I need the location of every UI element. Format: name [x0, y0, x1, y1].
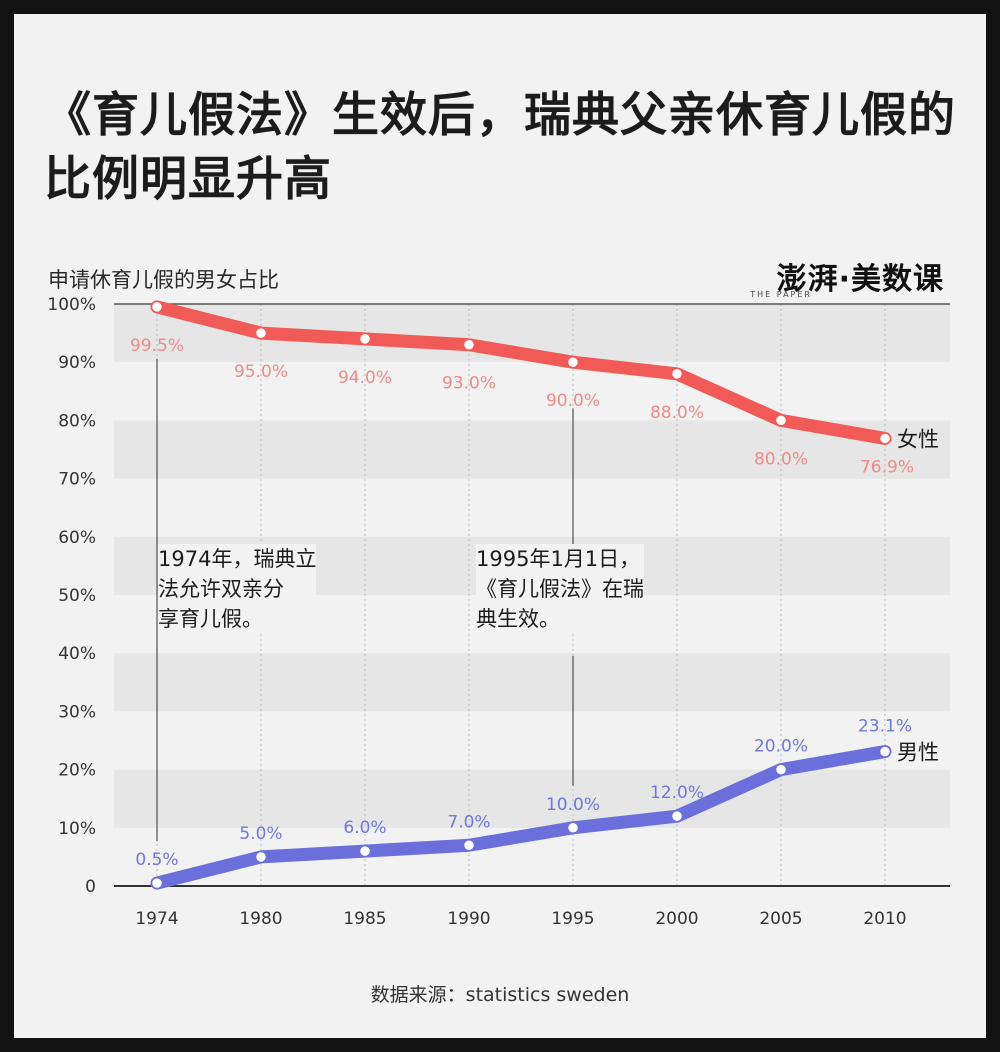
data-label: 94.0%: [338, 368, 392, 388]
y-tick-label: 70%: [58, 470, 96, 490]
data-point: [878, 745, 892, 758]
x-tick-label: 2000: [655, 909, 698, 929]
data-point: [566, 355, 580, 369]
data-label: 0.5%: [135, 850, 178, 870]
data-label: 80.0%: [754, 449, 808, 469]
brand-logo-subtext: THE PAPER: [750, 290, 812, 299]
series-line-male: [150, 745, 892, 890]
data-point: [254, 326, 268, 340]
series-name-male: 男性: [897, 741, 939, 765]
data-label: 5.0%: [239, 824, 282, 844]
data-point: [462, 338, 476, 351]
data-label: 95.0%: [234, 362, 288, 382]
data-point: [150, 876, 164, 890]
data-point: [150, 300, 164, 314]
series-name-female: 女性: [897, 427, 939, 451]
data-point: [774, 414, 788, 427]
x-tick-label: 2005: [759, 909, 802, 929]
x-tick-label: 1990: [447, 909, 490, 929]
data-point: [462, 839, 476, 852]
data-label: 10.0%: [546, 795, 600, 815]
chart-title: 《育儿假法》生效后，瑞典父亲休育儿假的比例明显升高: [44, 88, 956, 207]
data-label: 93.0%: [442, 374, 496, 394]
x-axis-ticks: 1974 1980 1985 1990 1995 2000 2005 2010: [135, 909, 906, 929]
data-point: [670, 367, 684, 381]
brand-logo: 澎湃·美数课: [776, 262, 944, 297]
chart-subtitle: 申请休育儿假的男女占比: [48, 268, 279, 292]
data-label: 6.0%: [343, 818, 386, 838]
x-tick-label: 1985: [343, 909, 386, 929]
y-tick-label: 60%: [58, 528, 96, 548]
data-label: 23.1%: [858, 717, 912, 737]
x-tick-label: 1980: [239, 909, 282, 929]
data-label: 99.5%: [130, 336, 184, 356]
data-point: [566, 821, 580, 835]
line-chart: 0 10% 20% 30% 40% 50% 60% 70% 80% 90% 100% 1974 198…: [47, 295, 950, 929]
series-lines: [150, 300, 892, 890]
data-label: 90.0%: [546, 391, 600, 411]
data-point: [358, 844, 372, 858]
y-tick-label: 80%: [58, 411, 96, 431]
y-tick-label: 0: [85, 877, 96, 897]
y-tick-label: 90%: [58, 353, 96, 373]
x-tick-label: 1995: [551, 909, 594, 929]
y-axis-ticks: 0 10% 20% 30% 40% 50% 60% 70% 80% 90% 100%: [47, 295, 96, 897]
data-point: [254, 850, 268, 864]
y-tick-label: 50%: [58, 586, 96, 606]
y-tick-label: 30%: [58, 702, 96, 722]
data-label: 76.9%: [860, 457, 914, 477]
grid-band: [114, 653, 950, 712]
data-label: 88.0%: [650, 403, 704, 423]
x-tick-label: 1974: [135, 909, 178, 929]
data-labels: 99.5% 95.0% 94.0% 93.0% 90.0% 88.0% 80.0% 76.9%…: [130, 336, 914, 870]
data-point: [670, 809, 684, 823]
y-tick-label: 40%: [58, 644, 96, 664]
y-tick-label: 10%: [58, 819, 96, 839]
data-label: 12.0%: [650, 783, 704, 803]
annotation-1995: 1995年1月1日， 《育儿假法》在瑞 典生效。: [476, 544, 644, 634]
data-label: 7.0%: [447, 812, 490, 832]
data-point: [774, 763, 788, 776]
annotation-lines: [156, 358, 574, 842]
series-line-female: [150, 300, 892, 445]
grid-band: [114, 769, 950, 828]
y-tick-label: 20%: [58, 761, 96, 781]
data-source: 数据来源：statistics sweden: [370, 984, 630, 1006]
data-point: [878, 432, 892, 445]
annotation-1974: 1974年，瑞典立 法允许双亲分 享育儿假。: [158, 544, 317, 634]
x-tick-label: 2010: [863, 909, 906, 929]
data-label: 20.0%: [754, 737, 808, 757]
axes: [114, 303, 950, 887]
y-tick-label: 100%: [47, 295, 96, 315]
series-points: [150, 300, 892, 890]
data-point: [358, 332, 372, 346]
